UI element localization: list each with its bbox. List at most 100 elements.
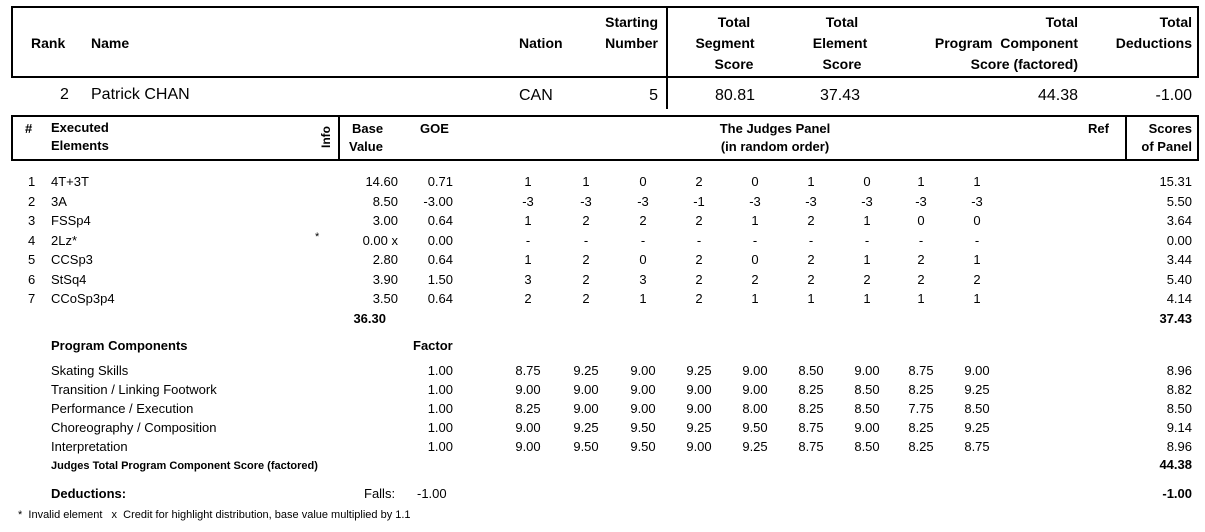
element-base: 8.50 xyxy=(372,193,398,209)
judge-score: 1 xyxy=(973,252,981,267)
elements-header-box xyxy=(11,115,1199,161)
judge-score: 1 xyxy=(863,291,871,306)
judge-mark: 8.25 xyxy=(798,382,824,397)
judge-mark: 9.25 xyxy=(964,382,990,397)
judge-score: 2 xyxy=(917,271,925,287)
judge-score: 0 xyxy=(973,213,981,228)
judge-score: 1 xyxy=(917,291,925,306)
judge-score: 2 xyxy=(582,213,590,228)
element-num: 2 xyxy=(28,193,36,209)
element-num: 5 xyxy=(28,252,36,267)
judge-mark: 7.75 xyxy=(908,401,934,416)
element-info: * xyxy=(315,230,320,243)
judge-score: 1 xyxy=(863,213,871,228)
element-name: 4T+3T xyxy=(51,174,89,189)
judge-score: 0 xyxy=(751,252,759,267)
element-score: 0.00 xyxy=(1166,232,1192,248)
judge-score: -3 xyxy=(915,193,927,209)
component-name: Transition / Linking Footwork xyxy=(51,382,217,397)
skater-pcs: 44.38 xyxy=(1037,87,1078,104)
el-header-scores: Scores of Panel xyxy=(1141,121,1192,154)
component-score: 8.50 xyxy=(1166,401,1192,416)
elements-divider-right xyxy=(1125,115,1127,161)
skater-nation: CAN xyxy=(519,87,553,104)
falls-value: -1.00 xyxy=(417,486,447,501)
footnote: * Invalid element x Credit for highlight… xyxy=(18,509,411,521)
components-title: Program Components xyxy=(51,338,188,353)
judge-score: 1 xyxy=(639,291,647,306)
judge-mark: 8.25 xyxy=(798,401,824,416)
component-factor: 1.00 xyxy=(427,401,453,416)
judge-score: 2 xyxy=(582,271,590,287)
judge-mark: 8.75 xyxy=(908,363,934,378)
el-header-info: Info xyxy=(319,126,333,148)
elements-total-base: 36.30 xyxy=(353,311,386,326)
judge-score: 3 xyxy=(524,271,532,287)
element-base: 0.00 x xyxy=(362,232,398,248)
component-factor: 1.00 xyxy=(427,382,453,397)
judge-mark: 8.50 xyxy=(798,363,824,378)
element-base: 14.60 xyxy=(365,174,398,189)
judge-mark: 9.00 xyxy=(630,401,656,416)
judge-score: 2 xyxy=(807,213,815,228)
judge-mark: 9.00 xyxy=(573,382,599,397)
judge-score: - xyxy=(696,232,702,248)
header-name: Name xyxy=(91,35,130,51)
judge-mark: 8.00 xyxy=(742,401,768,416)
judge-score: - xyxy=(640,232,646,248)
el-header-num: # xyxy=(25,121,33,136)
element-num: 1 xyxy=(28,174,36,189)
judge-score: - xyxy=(583,232,589,248)
judge-score: 2 xyxy=(751,271,759,287)
skater-starting-number: 5 xyxy=(649,87,658,104)
judge-score: -1 xyxy=(693,193,705,209)
judge-mark: 9.00 xyxy=(964,363,990,378)
judge-mark: 9.25 xyxy=(742,439,768,454)
judge-mark: 9.00 xyxy=(742,363,768,378)
judge-score: 2 xyxy=(695,174,703,189)
skater-deductions: -1.00 xyxy=(1155,87,1192,104)
judge-mark: 8.25 xyxy=(908,439,934,454)
judge-score: - xyxy=(808,232,814,248)
judge-score: -3 xyxy=(637,193,649,209)
deductions-total: -1.00 xyxy=(1162,486,1192,501)
judge-mark: 9.25 xyxy=(573,363,599,378)
judge-mark: 8.75 xyxy=(964,439,990,454)
component-score: 8.96 xyxy=(1166,439,1192,454)
judge-score: 0 xyxy=(863,174,871,189)
skater-tes: 37.43 xyxy=(819,87,860,104)
element-name: 2Lz* xyxy=(51,232,78,248)
element-name: CCoSp3p4 xyxy=(51,291,115,306)
element-score: 3.64 xyxy=(1166,213,1192,228)
elements-total-score: 37.43 xyxy=(1159,311,1192,326)
judge-score: 2 xyxy=(524,291,532,306)
judge-score: - xyxy=(974,232,980,248)
judge-score: 0 xyxy=(751,174,759,189)
judge-score: -3 xyxy=(580,193,592,209)
header-total-segment-score: Total Segment Score xyxy=(695,14,755,72)
judge-mark: 8.50 xyxy=(854,439,880,454)
el-header-goe: GOE xyxy=(420,121,449,136)
judge-mark: 9.50 xyxy=(742,420,768,435)
header-total-element-score: Total Element Score xyxy=(812,14,868,72)
judge-score: 3 xyxy=(639,271,647,287)
judge-mark: 9.50 xyxy=(630,420,656,435)
judge-score: 1 xyxy=(524,213,532,228)
judge-mark: 9.00 xyxy=(515,420,541,435)
summary-header-box xyxy=(11,6,1199,78)
judge-mark: 8.25 xyxy=(908,420,934,435)
component-factor: 1.00 xyxy=(427,363,453,378)
judge-mark: 9.25 xyxy=(686,363,712,378)
judge-score: 1 xyxy=(582,174,590,189)
judge-score: -3 xyxy=(749,193,761,209)
judge-score: 0 xyxy=(917,213,925,228)
falls-label: Falls: xyxy=(364,486,396,501)
element-goe: -3.00 xyxy=(423,193,453,209)
judge-mark: 9.25 xyxy=(573,420,599,435)
judge-mark: 9.00 xyxy=(686,382,712,397)
judge-score: 2 xyxy=(695,291,703,306)
judge-score: -3 xyxy=(971,193,983,209)
judge-score: 2 xyxy=(973,271,981,287)
el-header-base: Base Value xyxy=(349,121,384,154)
component-factor: 1.00 xyxy=(427,420,453,435)
